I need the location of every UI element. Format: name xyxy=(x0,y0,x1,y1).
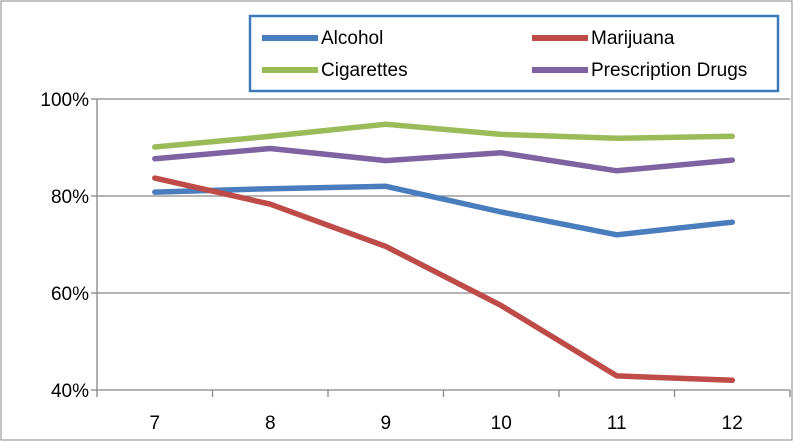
x-tick-label: 11 xyxy=(607,413,627,434)
y-tick-label: 60% xyxy=(51,284,89,305)
legend: Alcohol Marijuana Cigarettes Prescription D… xyxy=(248,14,780,93)
y-tick-label: 80% xyxy=(51,187,89,208)
legend-label-cigarettes: Cigarettes xyxy=(321,60,408,81)
y-tick-label: 40% xyxy=(51,381,89,402)
legend-box xyxy=(248,14,780,93)
x-tick-label: 9 xyxy=(380,413,391,434)
series-line-marijuana xyxy=(152,175,736,384)
legend-label-marijuana: Marijuana xyxy=(591,28,675,49)
x-tick-label: 12 xyxy=(722,413,743,434)
axes: 40% 60% 80% 100% 7 8 9 10 11 12 xyxy=(40,90,791,434)
y-tick-label: 100% xyxy=(40,90,89,111)
x-tick-label: 10 xyxy=(491,413,512,434)
legend-label-alcohol: Alcohol xyxy=(321,28,383,49)
series-line-alcohol xyxy=(152,183,736,238)
x-tick-label: 7 xyxy=(149,413,160,434)
series-lines xyxy=(152,121,736,384)
legend-label-prescription-drugs: Prescription Drugs xyxy=(591,60,747,81)
series-line-prescription-drugs xyxy=(152,145,736,174)
x-tick-label: 8 xyxy=(265,413,276,434)
series-line-cigarettes xyxy=(152,121,736,150)
